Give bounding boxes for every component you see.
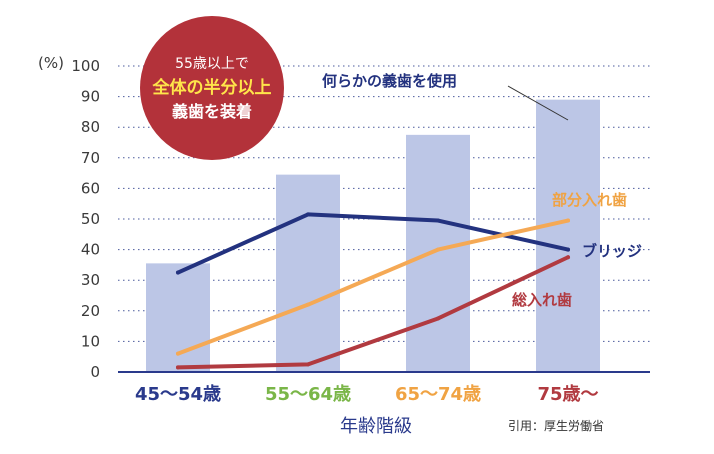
y-tick-label: 80 <box>81 118 100 136</box>
x-category-label: 75歳〜 <box>537 384 598 405</box>
series-line <box>176 218 570 356</box>
y-tick-label: 40 <box>81 241 100 259</box>
line-point <box>176 351 180 356</box>
line-point <box>436 218 440 223</box>
badge-circle <box>140 16 284 160</box>
bar <box>406 134 470 372</box>
line-point <box>306 302 310 307</box>
y-tick-label: 70 <box>81 149 100 167</box>
y-tick-label: 60 <box>81 179 100 197</box>
bar <box>276 174 340 372</box>
line-point <box>566 247 570 252</box>
series-label-bridge: ブリッジ <box>582 242 642 260</box>
x-category-label: 45〜54歳 <box>135 384 221 405</box>
x-category-labels: 45〜54歳 55〜64歳 65〜74歳 75歳〜 <box>135 384 599 405</box>
series-label-partial: 部分入れ歯 <box>552 191 627 209</box>
line-point <box>566 218 570 223</box>
y-tick-label: 90 <box>81 88 100 106</box>
badge-line-3: 義歯を装着 <box>172 102 252 121</box>
badge-line-2: 全体の半分以上 <box>152 77 272 98</box>
y-tick-label: 100 <box>71 57 100 75</box>
series-label-bars: 何らかの義歯を使用 <box>322 72 457 90</box>
source-note: 引用：厚生労働省 <box>508 419 604 433</box>
line-point <box>306 362 310 367</box>
series-lines <box>176 212 570 370</box>
y-tick-label: 10 <box>81 332 100 350</box>
y-tick-label: 30 <box>81 271 100 289</box>
series-label-full: 総入れ歯 <box>512 291 572 309</box>
highlight-badge: 55歳以上で 全体の半分以上 義歯を装着 <box>140 16 284 160</box>
y-unit-label: (%) <box>38 54 64 72</box>
line-point <box>436 247 440 252</box>
y-tick-label: 0 <box>90 363 100 381</box>
bar <box>536 99 600 372</box>
series-line <box>176 212 570 275</box>
bar <box>146 263 210 372</box>
x-axis-title: 年齢階級 <box>340 416 412 437</box>
line-point <box>436 316 440 321</box>
line-point <box>566 255 570 260</box>
y-tick-label: 20 <box>81 302 100 320</box>
y-tick-labels: 0 10 20 30 40 50 60 70 80 90 100 <box>71 57 100 381</box>
series-line <box>176 255 570 370</box>
line-point <box>176 270 180 275</box>
x-category-label: 65〜74歳 <box>395 384 481 405</box>
y-tick-label: 50 <box>81 210 100 228</box>
badge-line-1: 55歳以上で <box>175 56 249 72</box>
x-category-label: 55〜64歳 <box>265 384 351 405</box>
line-point <box>306 212 310 217</box>
bar-label-leader <box>507 85 569 121</box>
line-point <box>176 365 180 370</box>
